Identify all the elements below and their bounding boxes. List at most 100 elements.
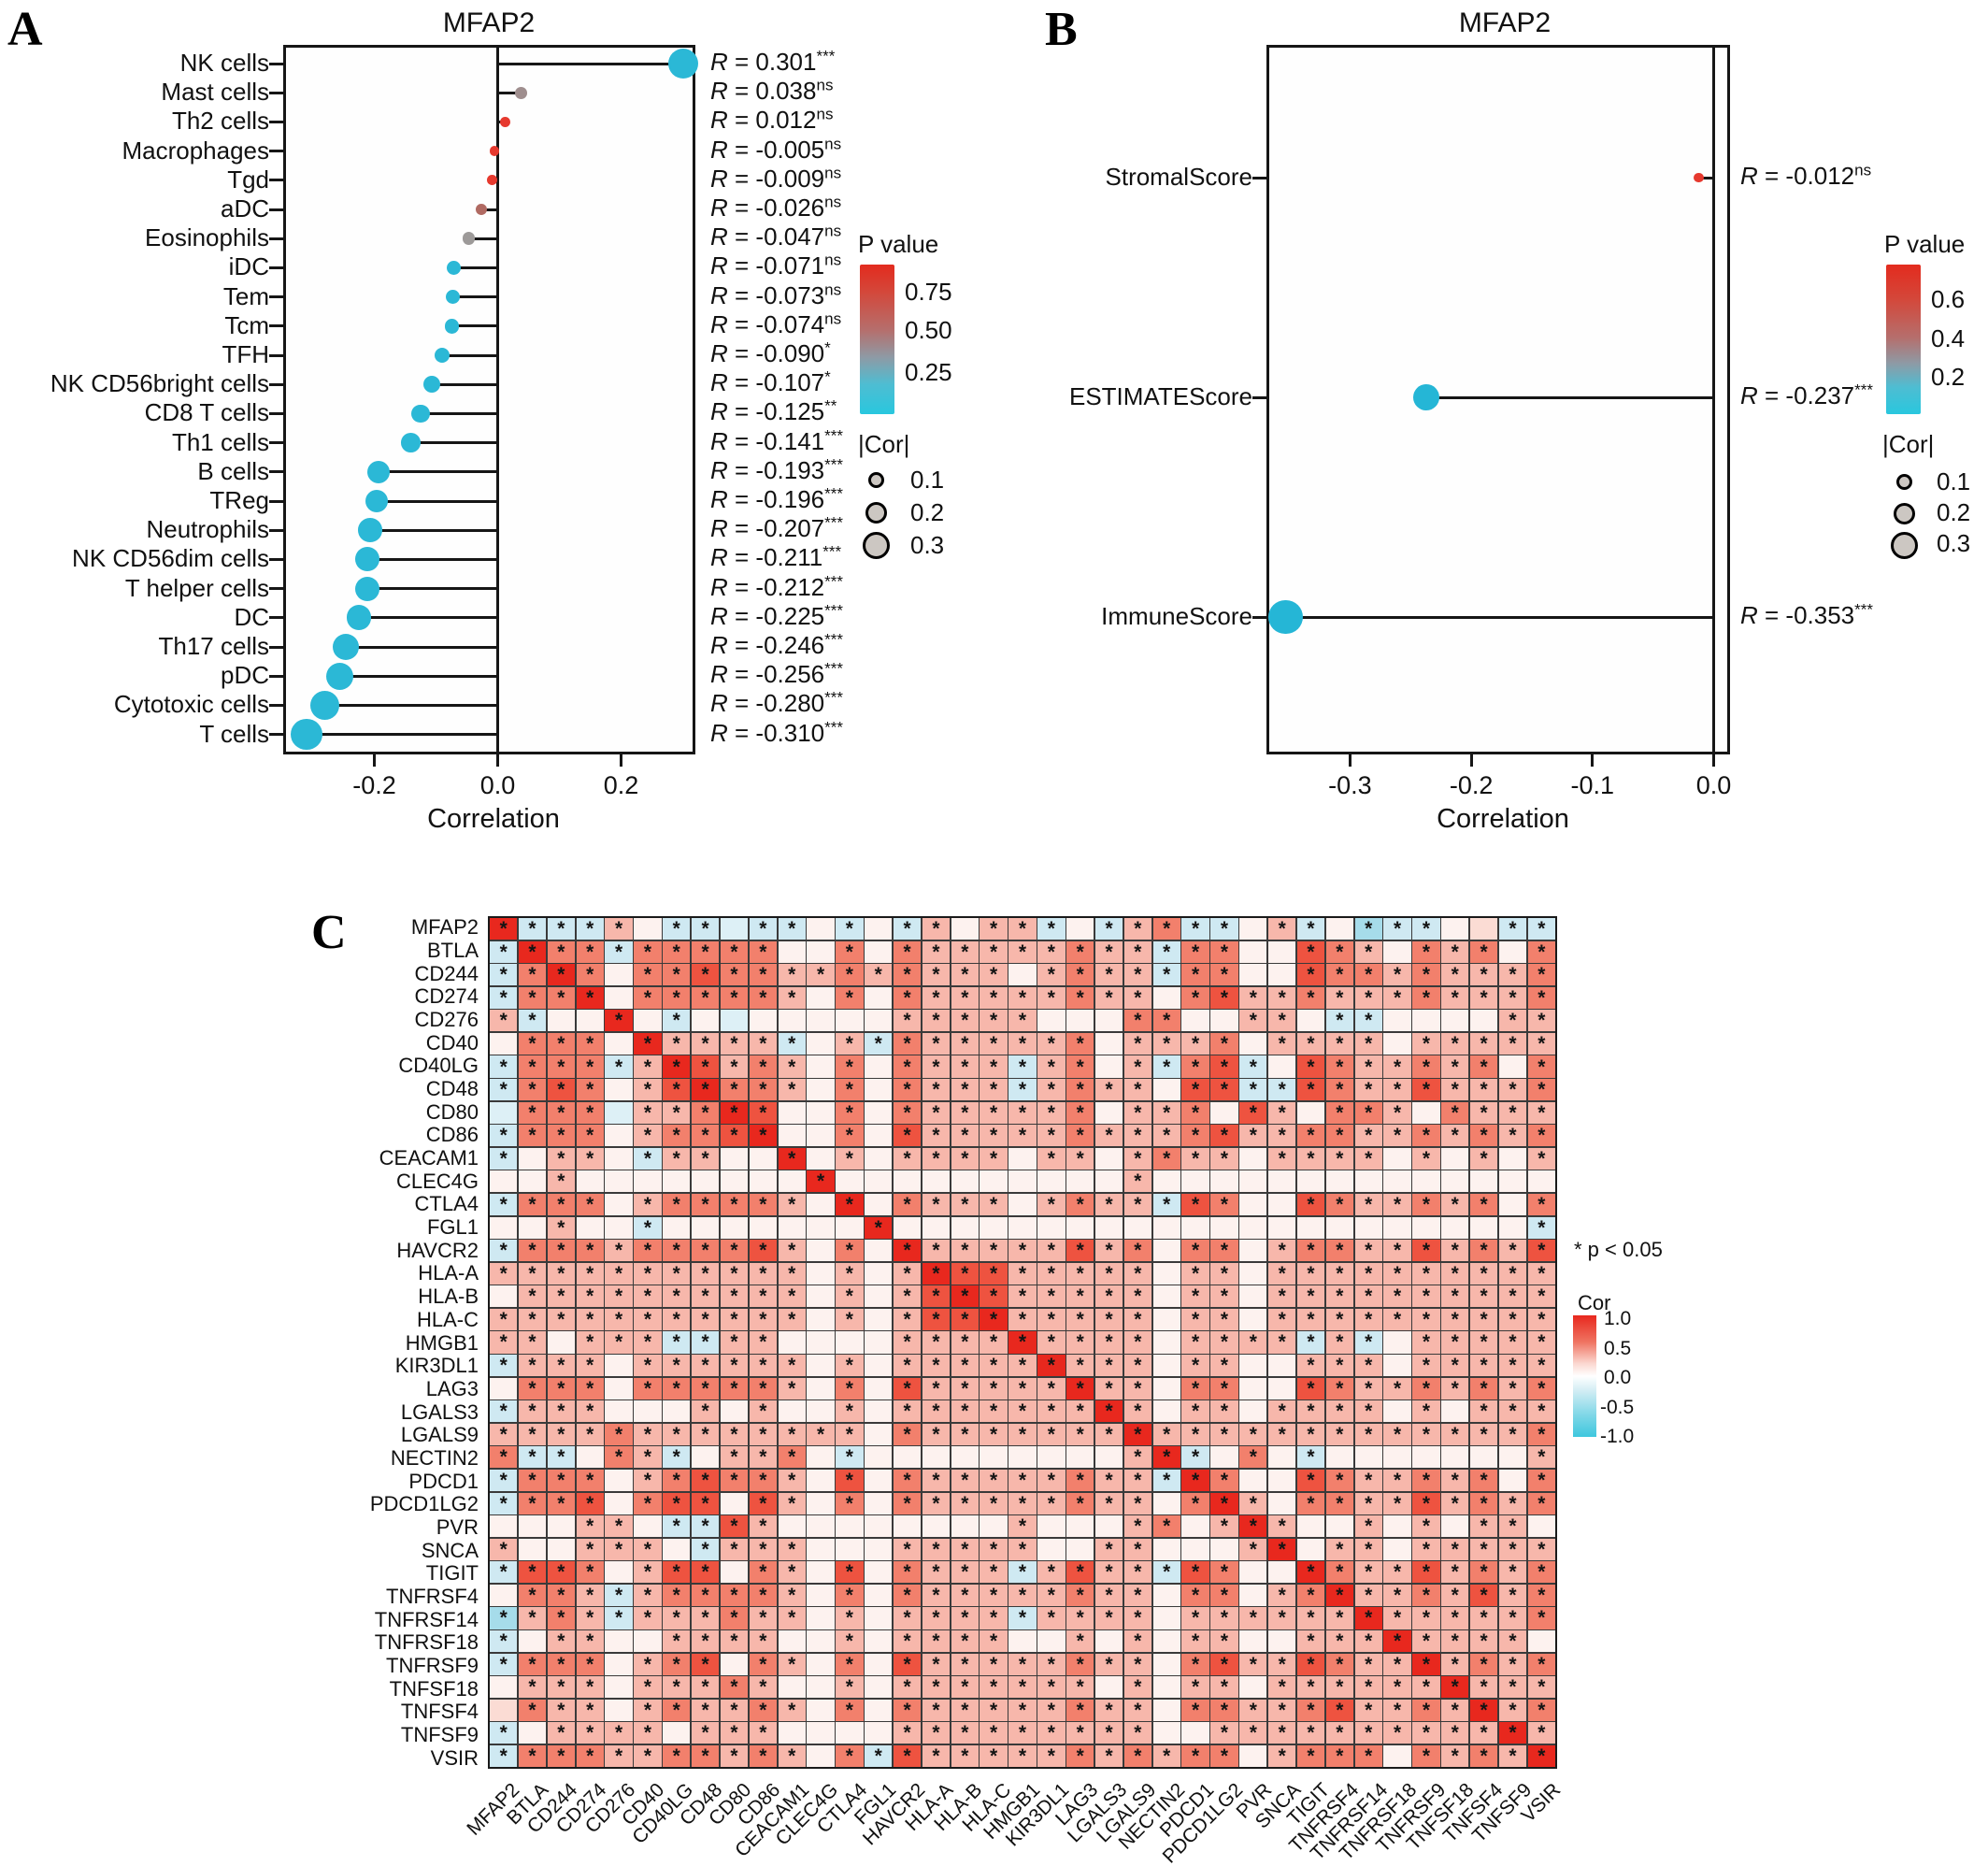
significance-star: *: [528, 1561, 536, 1584]
significance-star: *: [1307, 1744, 1315, 1767]
significance-star: *: [1134, 1308, 1142, 1330]
significance-star: *: [1537, 1377, 1546, 1400]
heatmap-cell: *: [1412, 1744, 1440, 1767]
heatmap-cell: *: [893, 1240, 922, 1262]
heatmap-cell: [663, 1722, 691, 1744]
heatmap-cell: *: [1469, 1055, 1498, 1078]
heatmap-cell: *: [1094, 1538, 1123, 1560]
heatmap-cell: [1325, 1515, 1354, 1538]
heatmap-cell: *: [1383, 964, 1411, 986]
significance-star: *: [759, 1240, 767, 1262]
significance-star: *: [903, 1744, 911, 1767]
significance-star: *: [1249, 1492, 1257, 1514]
heatmap-cell: *: [1354, 1308, 1382, 1330]
significance-star: *: [961, 1492, 969, 1514]
significance-star: *: [845, 940, 853, 963]
significance-star: *: [1018, 1469, 1027, 1491]
heatmap-cell: *: [1296, 1699, 1325, 1721]
significance-star: *: [643, 1308, 652, 1330]
r-value-label: R = 0.038ns: [710, 76, 834, 106]
heatmap-cell: *: [1267, 1607, 1296, 1629]
significance-star: *: [1018, 1101, 1027, 1124]
heatmap-cell: [1469, 1216, 1498, 1239]
panel-a-cor-circle-medium: [865, 502, 887, 524]
heatmap-cell: *: [1469, 1423, 1498, 1445]
panel-b-pvalue-colorbar: [1886, 265, 1921, 414]
significance-star: *: [1365, 1101, 1373, 1124]
significance-star: *: [1537, 1561, 1546, 1584]
significance-star: *: [1047, 1240, 1055, 1262]
heatmap-cell: *: [1441, 1584, 1469, 1606]
heatmap-cell: [1037, 1216, 1066, 1239]
significance-star: *: [643, 1584, 652, 1606]
significance-star: *: [1365, 1285, 1373, 1308]
heatmap-cell: *: [576, 1193, 604, 1216]
heatmap-cell: [547, 1010, 576, 1032]
heatmap-cell: *: [1037, 1699, 1066, 1721]
heatmap-cell: *: [1354, 1492, 1382, 1514]
heatmap-cell: *: [1066, 1240, 1094, 1262]
heatmap-cell: [865, 1125, 893, 1147]
significance-star: *: [961, 986, 969, 1009]
heatmap-cell: [893, 1515, 922, 1538]
significance-star: *: [1336, 1194, 1344, 1215]
heatmap-cell: *: [691, 1699, 720, 1721]
significance-star: *: [932, 1055, 940, 1078]
heatmap-cell: *: [490, 918, 518, 940]
heatmap-cell: *: [1210, 1722, 1238, 1744]
heatmap-cell: *: [749, 1538, 777, 1560]
heatmap-cell: *: [1239, 1607, 1267, 1629]
significance-star: *: [1336, 986, 1344, 1009]
significance-star: *: [1076, 1469, 1084, 1491]
heatmap-row-label: NECTIN2: [390, 1445, 479, 1470]
heatmap-cell: *: [1412, 1400, 1440, 1423]
heatmap-cell: *: [1094, 1262, 1123, 1285]
heatmap-cell: *: [836, 1423, 864, 1445]
heatmap-cell: *: [1152, 1055, 1180, 1078]
significance-star: *: [961, 1079, 969, 1101]
heatmap-cell: *: [1066, 1630, 1094, 1653]
significance-star: *: [788, 964, 796, 986]
heatmap-cell: [1325, 1170, 1354, 1193]
heatmap-cell: *: [1008, 1262, 1037, 1285]
significance-star: *: [932, 1400, 940, 1423]
r-value-label: R = -0.125**: [710, 396, 837, 426]
heatmap-cell: *: [720, 1676, 749, 1699]
significance-star: *: [730, 1308, 738, 1330]
significance-star: *: [1480, 1744, 1488, 1767]
heatmap-cell: [922, 1446, 951, 1469]
heatmap-cell: *: [1094, 1355, 1123, 1377]
significance-star: *: [1047, 1584, 1055, 1606]
heatmap-cell: *: [576, 1285, 604, 1308]
significance-star: *: [903, 1630, 911, 1653]
heatmap-cell: *: [1267, 1538, 1296, 1560]
significance-star: *: [1278, 1676, 1286, 1699]
significance-star: *: [1278, 1079, 1286, 1101]
significance-star: *: [1365, 1079, 1373, 1101]
heatmap-cell: [1094, 1630, 1123, 1653]
significance-star: *: [499, 1423, 508, 1445]
panel-b-pvalue-tick: 0.6: [1931, 285, 1966, 313]
heatmap-cell: *: [634, 1561, 662, 1584]
heatmap-cell: *: [893, 1561, 922, 1584]
significance-star: *: [961, 1355, 969, 1377]
heatmap-cell: *: [1181, 1193, 1209, 1216]
significance-star: *: [672, 1262, 680, 1285]
significance-star: *: [1047, 1308, 1055, 1330]
significance-star: *: [730, 1331, 738, 1354]
heatmap-cell: [749, 1170, 777, 1193]
significance-star: *: [586, 1538, 594, 1560]
data-point: [411, 404, 430, 423]
heatmap-cell: *: [1181, 1355, 1209, 1377]
heatmap-cell: *: [1527, 1216, 1555, 1239]
heatmap-cell: [893, 1170, 922, 1193]
heatmap-cell: [807, 1400, 835, 1423]
significance-star: *: [643, 1423, 652, 1445]
heatmap-cell: *: [1123, 1699, 1152, 1721]
heatmap-cell: *: [893, 986, 922, 1009]
significance-star: *: [1134, 1607, 1142, 1629]
heatmap-cell: *: [634, 940, 662, 963]
heatmap-cell: *: [1123, 1055, 1152, 1078]
heatmap-cell: *: [1008, 1377, 1037, 1400]
heatmap-cell: *: [1354, 986, 1382, 1009]
